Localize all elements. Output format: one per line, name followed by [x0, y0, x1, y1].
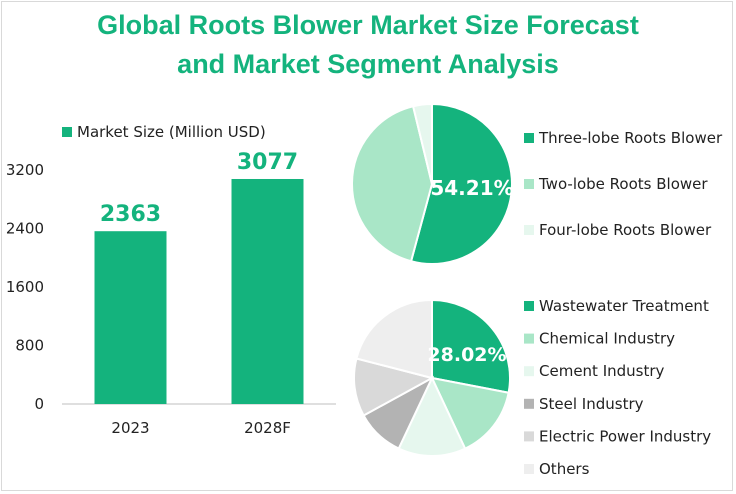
y-tick-label: 3200 — [6, 161, 44, 179]
bar-data-label: 3077 — [237, 150, 298, 175]
pie-application-legend-swatch — [524, 366, 534, 377]
bar — [231, 178, 304, 404]
pie-application-legend-label: Cement Industry — [539, 362, 665, 380]
x-tick-label: 2028F — [244, 419, 291, 437]
pie-type-slice — [351, 105, 434, 263]
pie-application-legend-swatch — [524, 431, 534, 442]
bar — [94, 231, 167, 404]
pie-application-slice — [431, 298, 511, 394]
x-tick-label: 2023 — [111, 419, 149, 437]
chart-title-line-2: and Market Segment Analysis — [177, 49, 559, 79]
pie-application-slice — [397, 375, 467, 457]
pie-type-legend-swatch — [524, 179, 534, 189]
bar-legend-label: Market Size (Million USD) — [77, 123, 266, 141]
y-tick-label: 800 — [15, 337, 44, 355]
y-tick-label: 1600 — [6, 278, 44, 296]
pie-type-legend-label: Three-lobe Roots Blower — [538, 129, 723, 147]
pie-application-legend-swatch — [524, 333, 534, 344]
pie-application-data-label: 28.02% — [427, 344, 506, 366]
pie-type-slice — [409, 102, 513, 265]
pie-application-legend-label: Chemical Industry — [539, 330, 675, 348]
pie-application-legend-label: Electric Power Industry — [539, 427, 711, 445]
pie-application-legend-label: Wastewater Treatment — [539, 297, 709, 315]
pie-application-legend-swatch — [524, 301, 534, 311]
pie-type-legend-label: Two-lobe Roots Blower — [538, 175, 708, 193]
pie-application-slice — [430, 376, 510, 450]
pie-application-legend-label: Steel Industry — [539, 395, 644, 413]
pie-type-slice — [411, 102, 433, 185]
pie-application-legend-swatch — [524, 398, 534, 409]
y-tick-label: 0 — [34, 395, 44, 413]
pie-type-legend-swatch — [524, 133, 534, 143]
pie-type-legend-label: Four-lobe Roots Blower — [539, 221, 712, 239]
bar-data-label: 2363 — [100, 202, 161, 227]
y-tick-label: 2400 — [6, 220, 44, 238]
pie-type-legend-swatch — [524, 225, 534, 235]
pie-type-data-label: 54.21% — [430, 176, 513, 200]
chart-title-line-1: Global Roots Blower Market Size Forecast — [97, 10, 639, 40]
pie-application-slice — [355, 298, 433, 380]
pie-application-legend-swatch — [524, 464, 534, 474]
bar-legend-swatch — [62, 127, 72, 137]
pie-application-legend-label: Others — [539, 460, 590, 478]
